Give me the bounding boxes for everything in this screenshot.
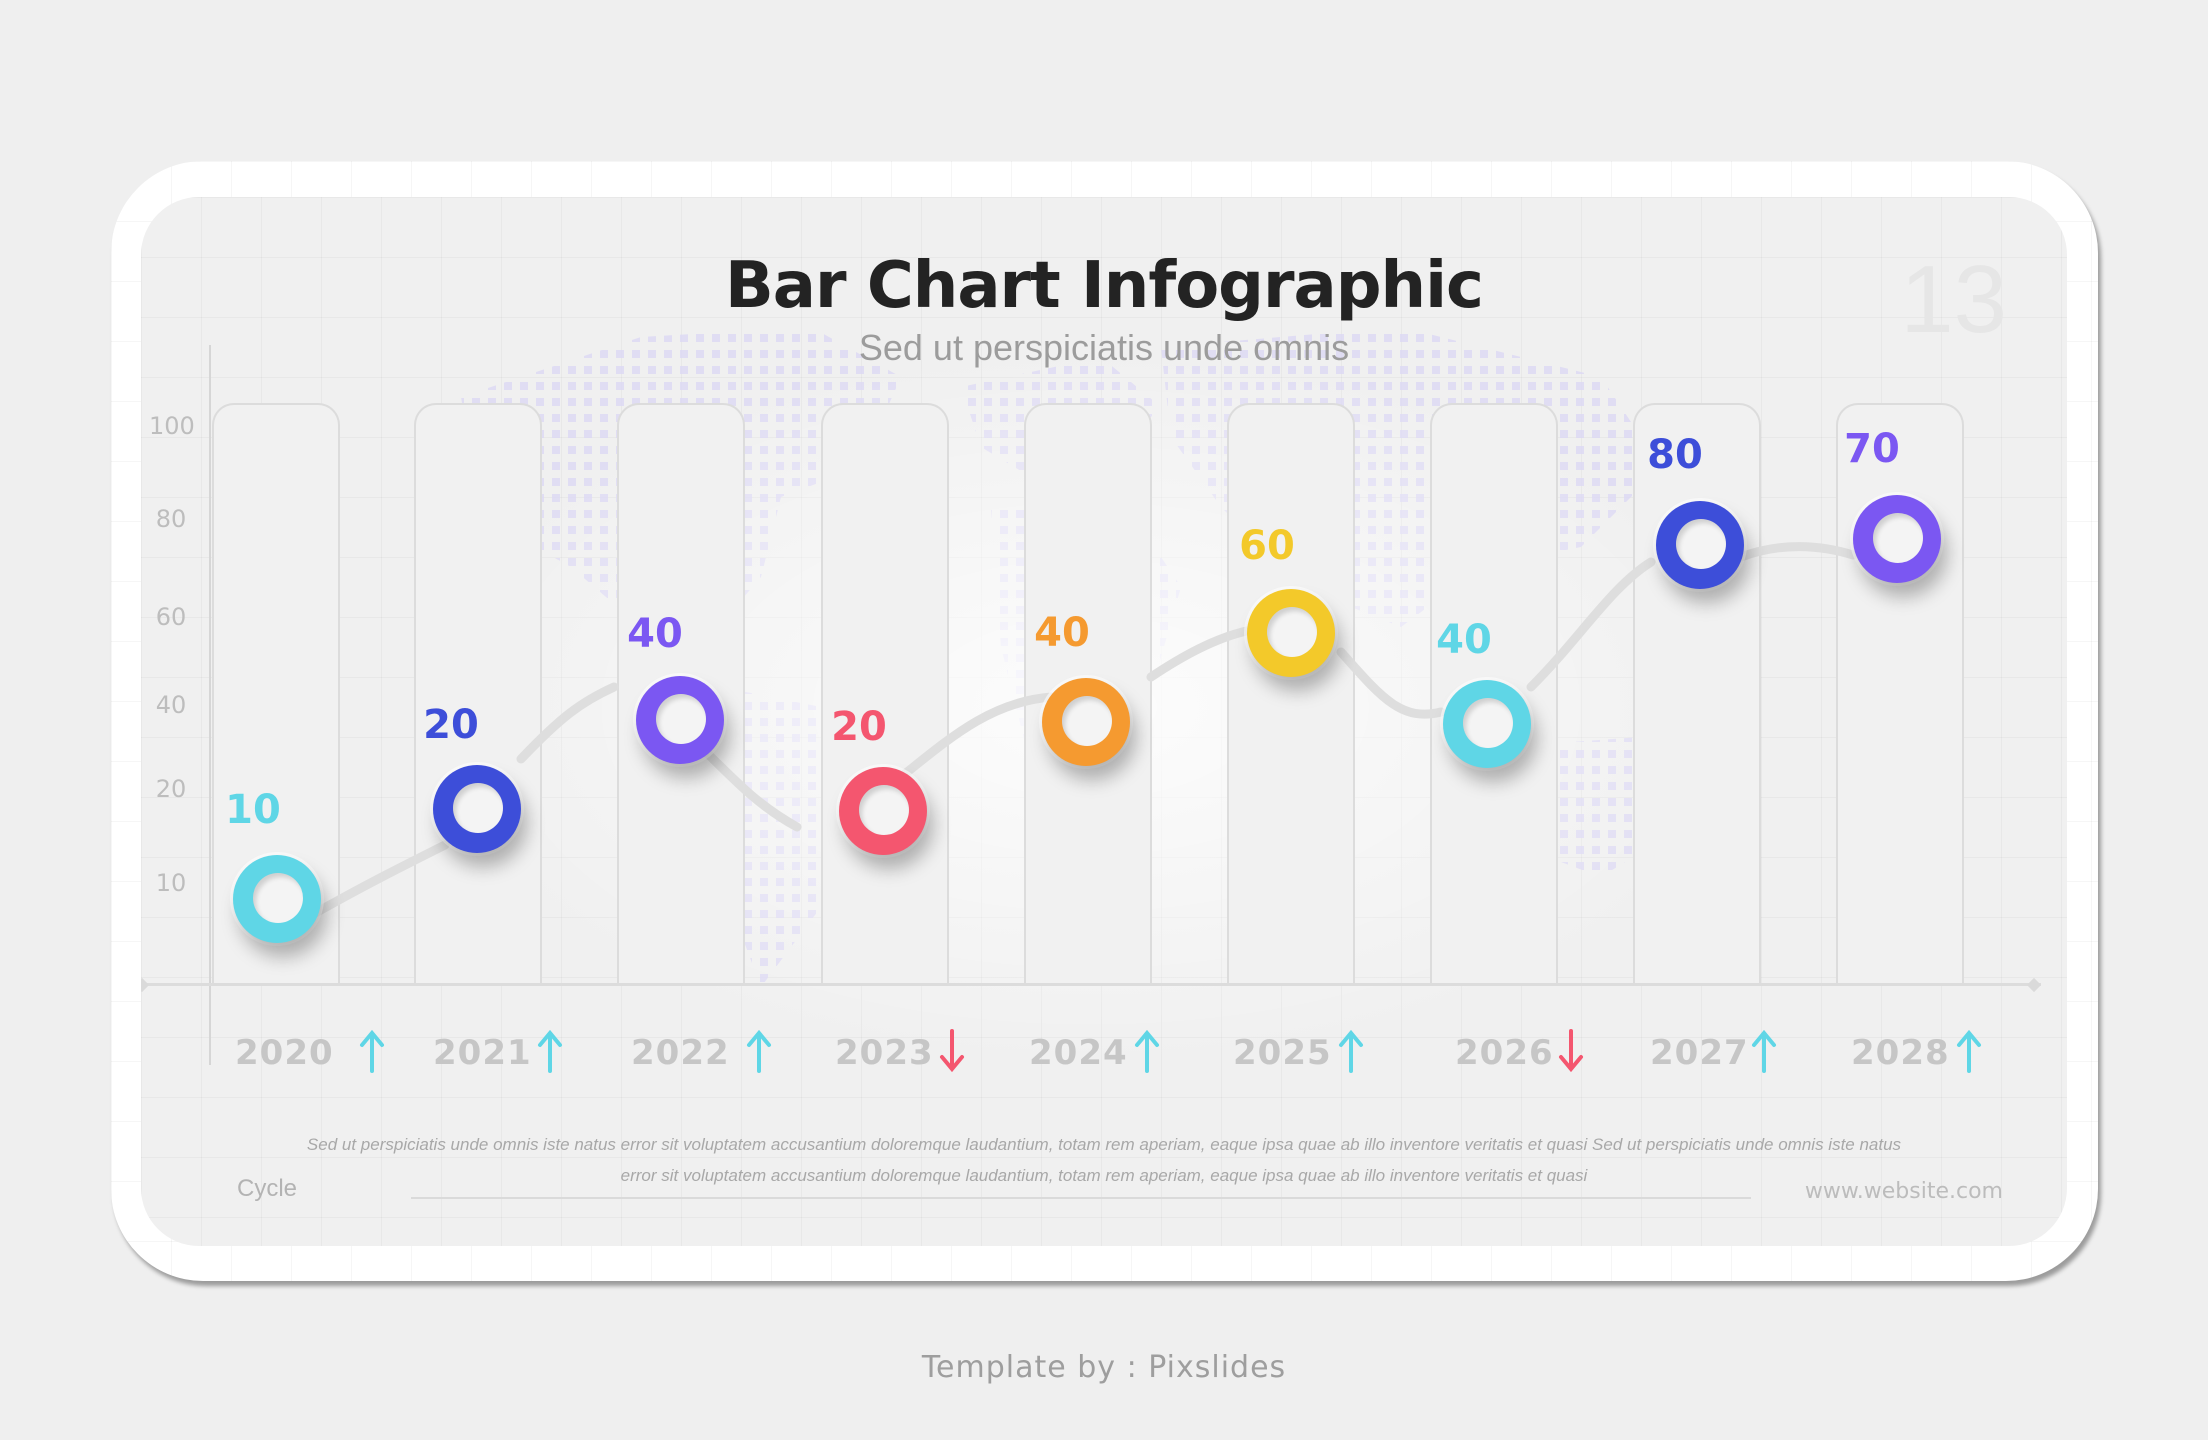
data-marker-2025[interactable]	[1247, 589, 1335, 677]
value-label-2026: 40	[1436, 617, 1492, 663]
arrow-down-icon	[1559, 1029, 1583, 1073]
year-label-2028: 2028	[1851, 1033, 1950, 1073]
description-line-1: Sed ut perspiciatis unde omnis iste natu…	[306, 1135, 1902, 1154]
y-tick-40: 40	[155, 691, 187, 719]
arrow-down-icon	[940, 1029, 964, 1073]
arrow-up-icon	[1339, 1029, 1363, 1073]
value-label-2028: 70	[1844, 426, 1900, 472]
y-tick-100: 100	[149, 412, 195, 440]
arrow-up-icon	[747, 1029, 771, 1073]
year-label-2024: 2024	[1029, 1033, 1128, 1073]
value-label-2020: 10	[225, 787, 281, 833]
y-tick-10: 10	[155, 869, 187, 897]
year-label-2027: 2027	[1650, 1033, 1749, 1073]
year-label-2026: 2026	[1455, 1033, 1554, 1073]
y-tick-60: 60	[155, 603, 187, 631]
x-axis-start-cap	[141, 977, 150, 993]
year-label-2023: 2023	[835, 1033, 934, 1073]
data-marker-2028[interactable]	[1853, 495, 1941, 583]
arrow-up-icon	[1957, 1029, 1981, 1073]
y-tick-80: 80	[155, 505, 187, 533]
arrow-up-icon	[360, 1029, 384, 1073]
description-line-2: error sit voluptatem accusantium dolorem…	[620, 1166, 1588, 1185]
value-label-2027: 80	[1647, 432, 1703, 478]
arrow-up-icon	[1135, 1029, 1159, 1073]
chart-title: Bar Chart Infographic	[725, 249, 1484, 323]
footer-divider	[411, 1197, 1751, 1199]
data-marker-2020[interactable]	[233, 855, 321, 943]
data-marker-2024[interactable]	[1042, 678, 1130, 766]
year-label-2022: 2022	[631, 1033, 730, 1073]
slide-card: Bar Chart Infographic Sed ut perspiciati…	[111, 161, 2098, 1281]
data-marker-2022[interactable]	[636, 676, 724, 764]
data-marker-2027[interactable]	[1656, 501, 1744, 589]
arrow-up-icon	[538, 1029, 562, 1073]
template-credit: Template by : Pixslides	[921, 1350, 1287, 1385]
year-label-2021: 2021	[433, 1033, 532, 1073]
value-label-2024: 40	[1034, 610, 1090, 656]
x-axis-title: Cycle	[237, 1175, 298, 1202]
y-axis	[209, 345, 211, 1065]
column-2023	[821, 403, 949, 985]
column-2028	[1836, 403, 1964, 985]
year-label-2025: 2025	[1233, 1033, 1332, 1073]
column-2021	[414, 403, 542, 985]
year-label-2020: 2020	[235, 1033, 334, 1073]
value-label-2022: 40	[627, 611, 683, 657]
website-link[interactable]: www.website.com	[1804, 1179, 2003, 1204]
value-label-2025: 60	[1239, 523, 1295, 569]
value-label-2021: 20	[423, 702, 479, 748]
data-marker-2021[interactable]	[433, 765, 521, 853]
y-tick-20: 20	[155, 775, 187, 803]
slide-number: 13	[1900, 246, 2007, 353]
value-label-2023: 20	[831, 704, 887, 750]
column-2025	[1227, 403, 1355, 985]
chart-panel: Bar Chart Infographic Sed ut perspiciati…	[141, 197, 2067, 1246]
column-2027	[1633, 403, 1761, 985]
chart-subtitle: Sed ut perspiciatis unde omnis	[858, 327, 1350, 368]
x-axis-end-cap	[2026, 977, 2042, 993]
x-axis	[141, 983, 2041, 986]
data-marker-2023[interactable]	[839, 767, 927, 855]
description-text: Sed ut perspiciatis unde omnis iste natu…	[231, 1129, 1977, 1191]
data-marker-2026[interactable]	[1443, 680, 1531, 768]
arrow-up-icon	[1752, 1029, 1776, 1073]
